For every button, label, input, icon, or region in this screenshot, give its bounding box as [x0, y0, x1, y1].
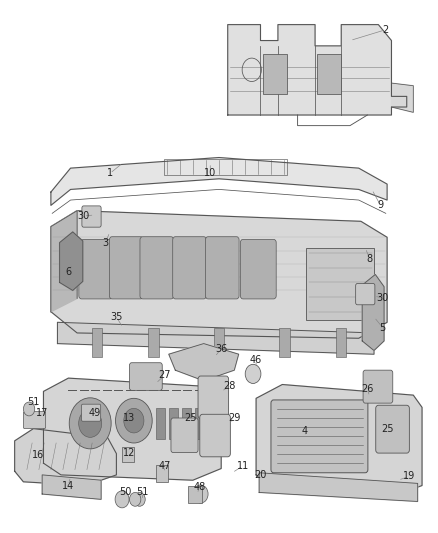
Bar [306, 248, 374, 320]
Bar [122, 447, 134, 462]
Text: 16: 16 [32, 450, 44, 460]
Text: 9: 9 [378, 200, 384, 211]
Text: 14: 14 [62, 481, 74, 490]
Bar [336, 328, 346, 357]
Circle shape [23, 402, 35, 416]
Text: 51: 51 [136, 488, 149, 497]
Circle shape [193, 485, 208, 503]
FancyBboxPatch shape [376, 405, 410, 453]
Text: 49: 49 [88, 408, 101, 418]
Text: 5: 5 [380, 322, 386, 333]
Polygon shape [51, 211, 77, 312]
Polygon shape [42, 475, 101, 499]
Text: 12: 12 [124, 448, 136, 457]
Text: 26: 26 [361, 384, 374, 394]
Text: 27: 27 [158, 370, 171, 381]
Bar [195, 408, 205, 439]
Text: 4: 4 [301, 426, 307, 437]
Text: 10: 10 [204, 168, 216, 179]
Polygon shape [57, 322, 374, 354]
FancyBboxPatch shape [205, 237, 239, 299]
FancyBboxPatch shape [130, 363, 162, 390]
Circle shape [79, 409, 102, 438]
Text: 3: 3 [102, 238, 109, 247]
FancyBboxPatch shape [82, 206, 101, 227]
Bar [263, 54, 287, 94]
Text: 51: 51 [27, 397, 39, 407]
Circle shape [124, 408, 144, 433]
Polygon shape [60, 232, 83, 290]
Polygon shape [51, 158, 387, 205]
FancyBboxPatch shape [363, 370, 393, 403]
Text: 13: 13 [124, 413, 136, 423]
Bar [214, 328, 224, 357]
Text: 25: 25 [184, 413, 197, 423]
Text: 19: 19 [403, 472, 415, 481]
Polygon shape [169, 344, 239, 381]
Circle shape [115, 491, 129, 508]
FancyBboxPatch shape [271, 400, 368, 473]
Bar [92, 328, 102, 357]
Circle shape [130, 492, 141, 506]
Bar [279, 328, 290, 357]
Bar [169, 408, 178, 439]
Polygon shape [51, 211, 387, 338]
Polygon shape [228, 25, 407, 115]
Text: 30: 30 [78, 211, 90, 221]
Text: 8: 8 [367, 254, 373, 263]
FancyBboxPatch shape [240, 239, 276, 299]
FancyBboxPatch shape [81, 404, 101, 421]
Text: 36: 36 [215, 344, 227, 354]
FancyBboxPatch shape [110, 237, 143, 299]
Polygon shape [43, 378, 221, 480]
Polygon shape [392, 83, 413, 112]
FancyBboxPatch shape [23, 411, 46, 429]
Text: 46: 46 [250, 354, 262, 365]
FancyBboxPatch shape [171, 418, 198, 453]
Text: 48: 48 [193, 482, 205, 492]
Polygon shape [14, 429, 117, 486]
Circle shape [245, 365, 261, 383]
FancyBboxPatch shape [173, 237, 206, 299]
Text: 1: 1 [107, 168, 113, 179]
Bar [155, 408, 165, 439]
Text: 20: 20 [254, 470, 267, 480]
Bar [155, 465, 168, 482]
Circle shape [69, 398, 111, 449]
Circle shape [134, 492, 145, 506]
FancyBboxPatch shape [140, 237, 173, 299]
FancyBboxPatch shape [198, 376, 229, 418]
Circle shape [116, 398, 152, 443]
Text: 30: 30 [377, 293, 389, 303]
Text: 2: 2 [382, 25, 388, 35]
Bar [148, 328, 159, 357]
Text: 50: 50 [119, 488, 131, 497]
Bar [317, 54, 341, 94]
Text: 29: 29 [228, 413, 240, 423]
Bar [187, 486, 202, 503]
Polygon shape [256, 384, 422, 498]
Polygon shape [259, 473, 418, 502]
Text: 17: 17 [36, 408, 48, 418]
Text: 6: 6 [65, 267, 71, 277]
Text: 28: 28 [224, 381, 236, 391]
FancyBboxPatch shape [79, 239, 113, 299]
Text: 11: 11 [237, 461, 249, 471]
Text: 35: 35 [110, 312, 123, 322]
Polygon shape [362, 274, 384, 351]
Text: 25: 25 [381, 424, 393, 434]
FancyBboxPatch shape [200, 414, 230, 457]
Bar [164, 159, 287, 175]
Bar [182, 408, 191, 439]
Text: 47: 47 [158, 461, 171, 471]
FancyBboxPatch shape [356, 284, 375, 305]
